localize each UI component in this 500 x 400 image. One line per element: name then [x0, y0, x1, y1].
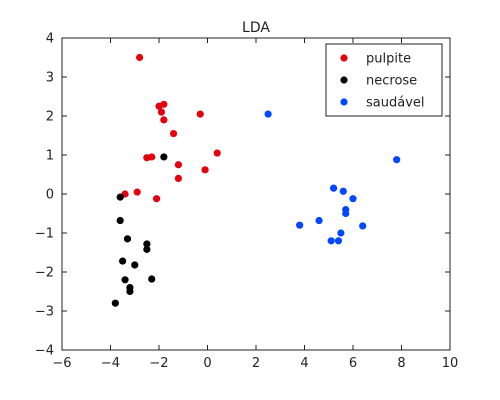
y-tick-label: 4: [46, 32, 54, 47]
point-saudavel: [359, 222, 367, 230]
point-pulpite: [213, 149, 221, 157]
y-tick-label: −1: [35, 227, 54, 242]
point-saudavel: [342, 209, 350, 218]
point-necrose: [119, 257, 127, 265]
point-saudavel: [339, 187, 347, 195]
point-saudavel: [296, 221, 304, 229]
point-pulpite: [160, 116, 168, 124]
legend-label-necrose: necrose: [366, 74, 417, 89]
point-saudavel: [330, 184, 338, 192]
point-necrose: [143, 240, 151, 248]
point-necrose: [126, 287, 134, 296]
chart-title: LDA: [242, 20, 270, 36]
point-pulpite: [136, 53, 144, 62]
legend-label-pulpite: pulpite: [366, 52, 411, 67]
x-tick-label: 0: [203, 356, 211, 371]
x-tick-label: 10: [442, 356, 459, 371]
point-saudavel: [349, 195, 357, 203]
point-pulpite: [133, 188, 141, 196]
point-saudavel: [315, 216, 323, 225]
x-tick-label: 8: [397, 356, 405, 371]
x-tick-label: −2: [149, 356, 168, 371]
point-saudavel: [393, 156, 401, 164]
y-tick-label: 3: [46, 71, 54, 86]
point-necrose: [148, 275, 156, 283]
point-pulpite: [160, 100, 168, 108]
x-tick-label: 6: [349, 356, 357, 371]
point-necrose: [116, 216, 124, 225]
x-tick-label: 4: [300, 356, 308, 371]
y-tick-label: −2: [35, 266, 54, 281]
legend: pulpite necrose saudável: [325, 43, 443, 117]
point-necrose: [143, 245, 151, 253]
legend-marker-pulpite: [340, 54, 348, 62]
point-pulpite: [174, 161, 182, 169]
point-necrose: [116, 193, 124, 201]
x-tick-label: −6: [52, 356, 71, 371]
point-necrose: [160, 153, 168, 161]
point-saudavel: [337, 229, 345, 237]
y-tick-label: 2: [46, 110, 54, 125]
point-pulpite: [148, 153, 156, 161]
point-saudavel: [334, 237, 343, 245]
point-pulpite: [201, 166, 209, 174]
point-pulpite: [169, 129, 178, 138]
point-necrose: [121, 276, 129, 284]
y-tick-label: −3: [35, 305, 54, 320]
point-pulpite: [157, 108, 166, 116]
x-tick-label: 2: [252, 356, 260, 371]
data-points: [111, 53, 401, 307]
y-tick-label: 1: [46, 149, 54, 164]
legend-marker-saudavel: [340, 98, 348, 106]
point-saudavel: [264, 110, 272, 118]
point-necrose: [111, 299, 119, 307]
point-pulpite: [174, 174, 182, 182]
y-tick-label: 0: [46, 188, 54, 203]
point-necrose: [123, 235, 132, 243]
y-tick-label: −4: [35, 344, 54, 359]
legend-marker-necrose: [340, 76, 348, 84]
point-pulpite: [152, 195, 161, 203]
legend-label-saudavel: saudável: [366, 96, 425, 111]
point-necrose: [131, 261, 139, 269]
point-saudavel: [327, 237, 335, 245]
x-tick-label: −4: [101, 356, 120, 371]
point-pulpite: [196, 110, 204, 118]
plot-frame: [61, 37, 451, 351]
